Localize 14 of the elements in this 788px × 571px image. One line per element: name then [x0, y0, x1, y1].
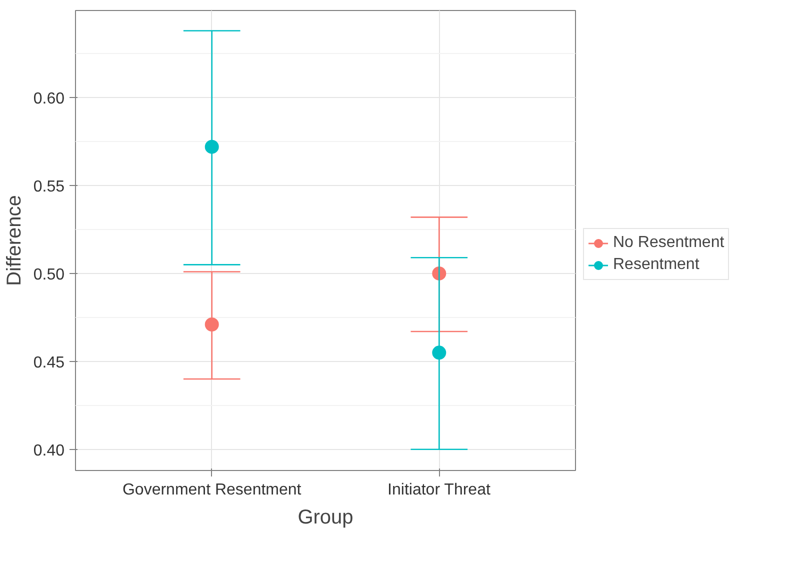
y-tick-label: 0.60 [33, 90, 65, 108]
y-tick-label: 0.55 [33, 178, 65, 196]
point [432, 346, 446, 360]
y-tick-label: 0.45 [33, 354, 65, 372]
x-tick-label: Government Resentment [122, 482, 302, 498]
y-tick-label: 0.50 [33, 266, 65, 284]
point [204, 318, 219, 332]
x-axis-title: Group [298, 506, 354, 528]
y-axis-title: Difference [3, 195, 26, 286]
legend-label: No Resentment [613, 234, 724, 252]
x-tick-label: Initiator Threat [388, 482, 491, 498]
point [204, 140, 219, 154]
legend-label: Resentment [613, 256, 700, 274]
y-tick-label: 0.40 [33, 442, 65, 460]
